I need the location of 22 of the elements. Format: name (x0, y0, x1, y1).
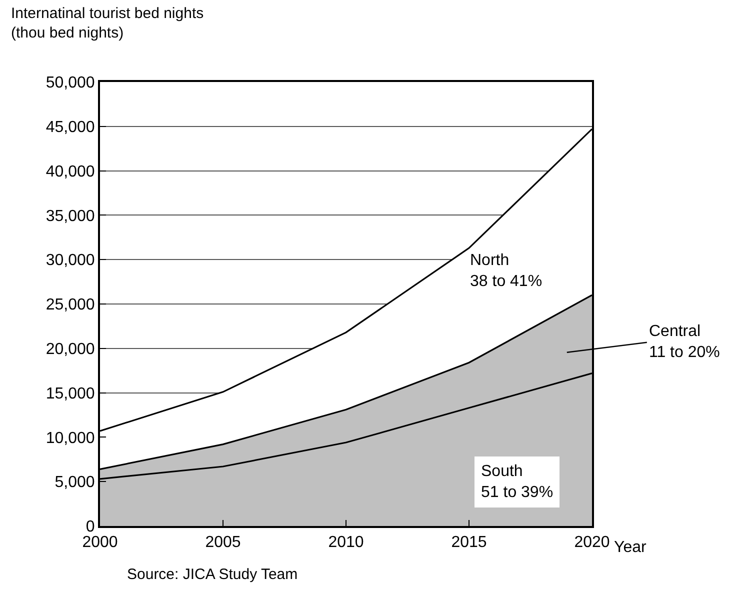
y-tick-label: 30,000 (46, 252, 95, 270)
source-note: Source: JICA Study Team (127, 566, 298, 583)
y-tick-label: 45,000 (46, 119, 95, 136)
x-axis-title: Year (614, 539, 647, 556)
x-tick-label: 2015 (451, 534, 487, 552)
y-tick-label: 15,000 (46, 385, 95, 402)
y-tick-label: 20,000 (46, 341, 95, 358)
text: Central 11 to 20% (649, 323, 720, 361)
x-tick-label: 2010 (328, 534, 364, 552)
x-tick-label: 2000 (82, 534, 118, 552)
y-tick-label: 25,000 (46, 296, 95, 314)
y-tick-label: 0 (86, 518, 95, 536)
y-tick-label: 50,000 (46, 74, 95, 92)
y-tick-label: 10,000 (46, 430, 95, 447)
x-tick-label: 2005 (205, 534, 241, 552)
y-tick-label: 35,000 (46, 208, 95, 225)
y-tick-label: 40,000 (46, 163, 95, 180)
annotation: South 51 to 39% (481, 463, 554, 501)
x-tick-label: 2020 (574, 534, 610, 552)
y-tick-label: 5,000 (54, 474, 95, 492)
annotation: North 38 to 41% (470, 252, 542, 290)
y-axis-title: Internatinal tourist bed nights (thou bed nights) (11, 5, 204, 42)
